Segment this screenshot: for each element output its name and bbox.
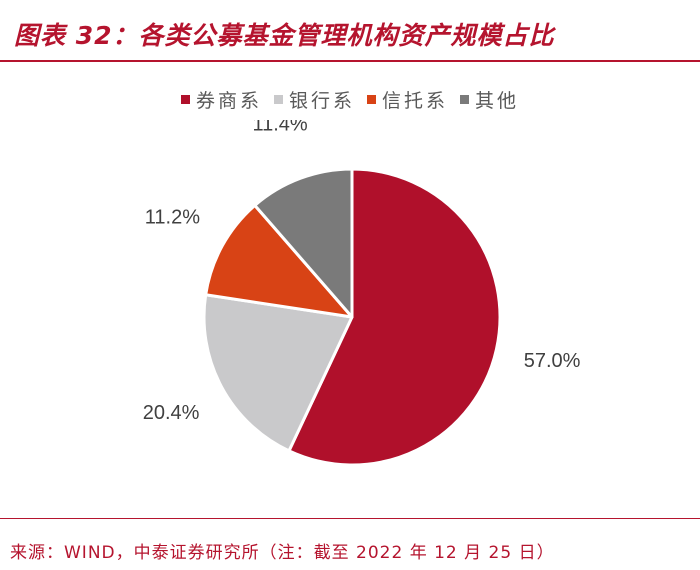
title-divider: [0, 60, 700, 62]
data-label-bank: 20.4%: [143, 402, 200, 424]
legend-label-securities: 券商系: [195, 90, 262, 112]
legend-swatch-securities: [180, 95, 190, 104]
legend-swatch-bank: [273, 95, 283, 104]
pie-chart: 57.0% 20.4% 11.2% 11.4%: [143, 120, 581, 467]
pie-slice-trust: [204, 203, 354, 319]
footer-divider: [0, 518, 700, 519]
data-label-trust: 11.2%: [145, 206, 200, 228]
data-label-other: 11.4%: [252, 120, 307, 135]
legend-item-securities: 券商系: [180, 86, 262, 113]
legend-item-bank: 银行系: [273, 86, 355, 113]
chart-title: 图表 32：各类公募基金管理机构资产规模占比: [14, 21, 555, 50]
pie-slice-securities: [287, 167, 502, 467]
legend-label-bank: 银行系: [288, 90, 355, 112]
chart-legend: 券商系 银行系 信托系 其他: [0, 86, 700, 113]
pie-slice-other: [253, 167, 354, 319]
legend-item-trust: 信托系: [367, 86, 448, 113]
legend-label-other: 其他: [475, 90, 520, 112]
legend-label-trust: 信托系: [382, 90, 449, 112]
legend-item-other: 其他: [460, 86, 519, 113]
data-label-securities: 57.0%: [524, 350, 581, 372]
pie-slice-bank: [202, 293, 354, 453]
legend-swatch-trust: [367, 95, 376, 104]
source-note: 来源：WIND，中泰证券研究所（注：截至 2022 年 12 月 25 日）: [10, 543, 555, 563]
legend-swatch-other: [460, 95, 470, 104]
